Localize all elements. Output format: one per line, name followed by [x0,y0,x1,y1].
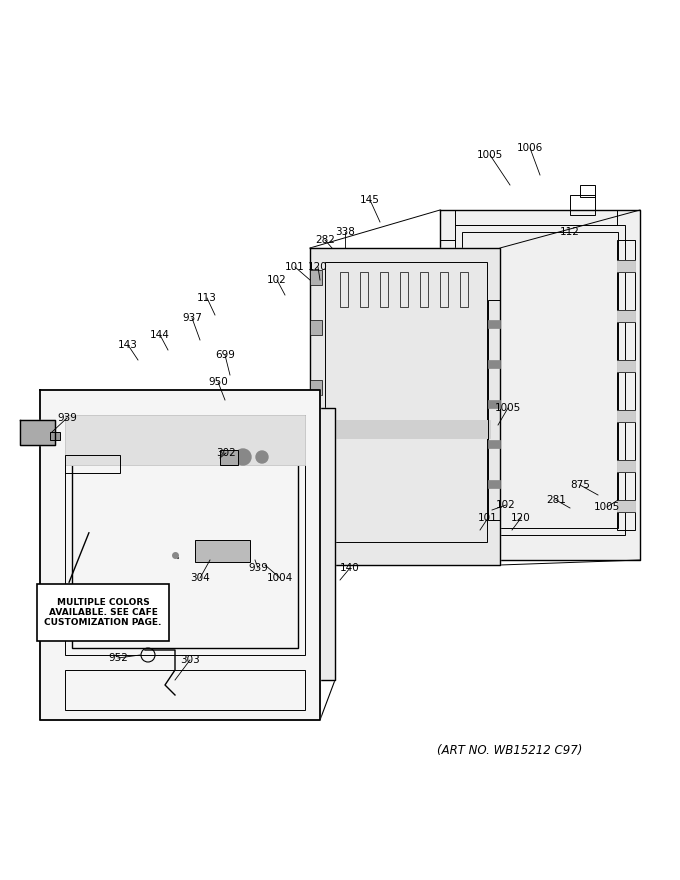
Polygon shape [40,390,320,720]
Circle shape [256,451,268,463]
Text: 281: 281 [546,495,566,505]
Bar [617,360,635,372]
Polygon shape [440,210,640,560]
Text: 112: 112 [560,227,580,237]
Text: 120: 120 [308,262,328,272]
Text: 1005: 1005 [594,502,620,512]
Text: 1006: 1006 [517,143,543,153]
Bar [617,310,635,322]
Text: 875: 875 [570,480,590,490]
Bar [72,422,298,648]
Text: 304: 304 [190,573,210,583]
Bar [455,210,617,225]
Polygon shape [20,420,55,445]
Text: 102: 102 [496,500,516,510]
Text: 1005: 1005 [495,403,521,413]
Text: (ART NO. WB15212 C97): (ART NO. WB15212 C97) [437,744,583,757]
Bar [310,500,322,515]
Text: 143: 143 [118,340,138,350]
Text: 282: 282 [315,235,335,245]
Text: 1004: 1004 [267,573,293,583]
Text: 338: 338 [335,227,355,237]
Bar [580,185,595,197]
Bar [617,500,635,512]
Text: 113: 113 [197,293,217,303]
Text: 144: 144 [150,330,170,340]
Text: 101: 101 [478,513,498,523]
Bar [310,270,322,285]
Bar [325,262,487,542]
Bar [310,440,322,455]
Text: 937: 937 [182,313,202,323]
Circle shape [235,449,251,465]
Bar [400,272,408,307]
Bar [455,225,625,535]
Bar [315,420,490,438]
Bar [65,455,120,473]
Text: 145: 145 [360,195,380,205]
Bar [65,670,305,710]
Text: 302: 302 [216,448,236,458]
Bar [462,232,618,528]
Bar [570,195,595,215]
Bar [488,320,500,328]
Bar [125,420,320,455]
Bar [488,360,500,368]
Text: 939: 939 [57,413,77,423]
Polygon shape [310,248,500,565]
Bar [488,440,500,448]
Text: 120: 120 [511,513,531,523]
Bar [380,272,388,307]
Bar [617,460,635,472]
Bar [310,380,322,395]
Bar [65,415,305,655]
Text: 1005: 1005 [477,150,503,160]
Bar [440,240,455,520]
Bar [617,410,635,422]
Polygon shape [110,408,335,680]
Bar [420,272,428,307]
Text: 952: 952 [108,653,128,663]
Text: 939: 939 [248,563,268,573]
Bar [220,450,238,465]
Text: MULTIPLE COLORS
AVAILABLE. SEE CAFE
CUSTOMIZATION PAGE.: MULTIPLE COLORS AVAILABLE. SEE CAFE CUST… [44,598,162,627]
Bar [617,240,635,530]
FancyBboxPatch shape [37,584,169,641]
Bar [50,432,60,440]
Text: 101: 101 [285,262,305,272]
Bar [488,400,500,408]
Text: 140: 140 [340,563,360,573]
Bar [185,427,265,437]
Bar [488,300,500,520]
Text: 699: 699 [215,350,235,360]
Bar [310,320,322,335]
Bar [195,540,250,562]
Bar [488,480,500,488]
Bar [360,272,368,307]
Bar [65,415,305,465]
Text: 950: 950 [208,377,228,387]
Text: 303: 303 [180,655,200,665]
Bar [617,260,635,272]
Text: 102: 102 [267,275,287,285]
Bar [440,272,448,307]
Bar [460,272,468,307]
Bar [340,272,348,307]
